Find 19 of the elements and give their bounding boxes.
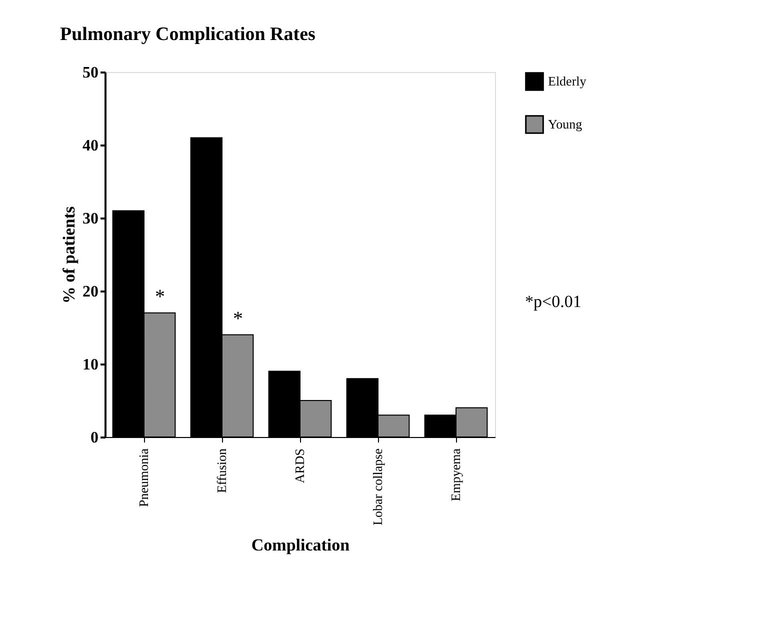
legend-label: Young — [548, 116, 583, 132]
y-tick-label: 20 — [82, 284, 98, 300]
y-tick-label: 50 — [82, 64, 98, 82]
y-tick-label: 0 — [90, 430, 98, 446]
x-axis-title: Complication — [251, 535, 350, 554]
x-tick-label: Pneumonia — [136, 448, 151, 507]
legend-label: Elderly — [548, 74, 587, 88]
y-tick-label: 40 — [82, 138, 98, 154]
x-tick-label: Effusion — [214, 448, 229, 494]
y-tick-label: 10 — [82, 356, 98, 374]
x-tick-label: Empyema — [448, 448, 463, 502]
y-axis-title: % of patients — [60, 206, 78, 304]
annotation: * — [155, 286, 165, 308]
annotation: * — [233, 308, 243, 330]
y-tick-label: 30 — [82, 210, 98, 228]
text: *p<0.01 — [525, 292, 582, 311]
x-tick-label: Lobar collapse — [370, 448, 385, 526]
x-tick-label: ARDS — [292, 448, 307, 484]
chart-title: Pulmonary Complication Rates — [60, 24, 316, 45]
